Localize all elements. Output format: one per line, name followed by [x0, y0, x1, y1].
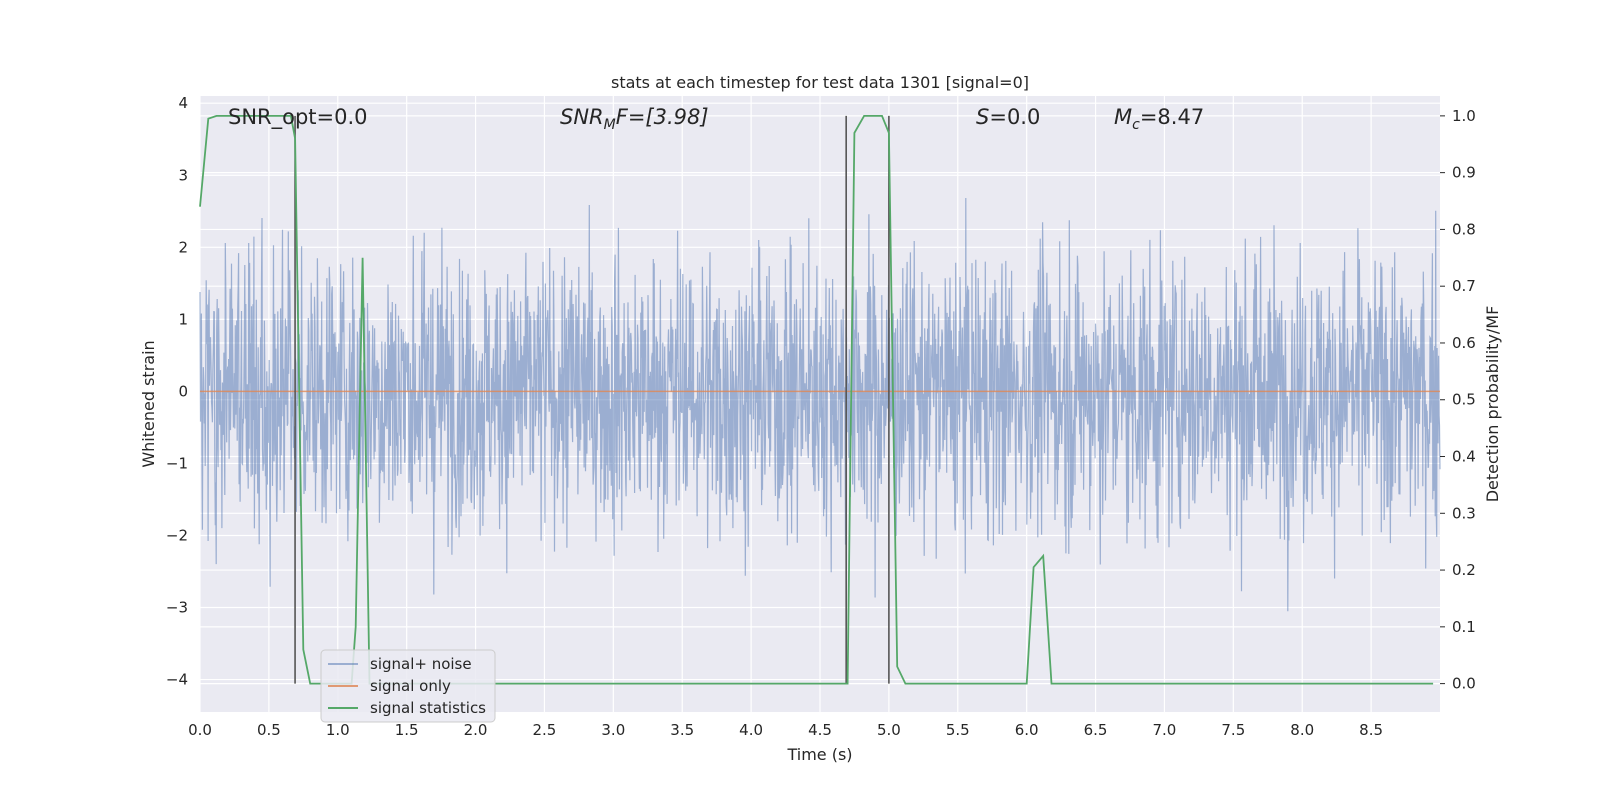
x-tick-label: 7.5: [1221, 721, 1245, 739]
snr-mf-value: F=[3.98]: [616, 105, 709, 129]
y-tick-label: −1: [166, 454, 188, 472]
x-tick-label: 7.0: [1153, 721, 1177, 739]
y2-tick-label: 0.6: [1452, 334, 1476, 352]
annotation-snr-opt: SNR_opt=0.0: [228, 105, 368, 130]
chart-title: stats at each timestep for test data 130…: [611, 73, 1029, 92]
x-tick-label: 8.0: [1290, 721, 1314, 739]
x-tick-label: 6.5: [1084, 721, 1108, 739]
y-tick-label: 0: [178, 382, 188, 400]
y2-tick-label: 0.7: [1452, 277, 1476, 295]
mc-symbol: M: [1114, 105, 1132, 129]
y-tick-label: 1: [178, 310, 188, 328]
snr-mf-subscript: M: [604, 117, 616, 133]
x-tick-label: 3.5: [670, 721, 694, 739]
y-tick-label: 2: [178, 238, 188, 256]
y-axis-label-right: Detection probability/MF: [1483, 306, 1502, 503]
mc-value: =8.47: [1140, 105, 1204, 129]
annotation-s: S=0.0: [976, 105, 1040, 129]
x-tick-label: 5.5: [946, 721, 970, 739]
y2-tick-label: 0.4: [1452, 448, 1476, 466]
legend-label-stats: signal statistics: [370, 699, 486, 717]
s-value: =0.0: [989, 105, 1040, 129]
series-signal-plus-noise: [199, 197, 1441, 612]
x-tick-label: 0.0: [188, 721, 212, 739]
x-tick-label: 5.0: [877, 721, 901, 739]
y2-tick-label: 0.9: [1452, 164, 1476, 182]
x-axis-label: Time (s): [786, 745, 852, 764]
mc-subscript: c: [1132, 117, 1140, 133]
legend-label-noise: signal+ noise: [370, 655, 472, 673]
y-axis-ticks-right: 1.0 0.9 0.8 0.7 0.6 0.5 0.4 0.3 0.2 0.1 0.0: [1440, 107, 1476, 693]
y2-tick-label: 0.2: [1452, 561, 1476, 579]
legend: signal+ noise signal only signal statist…: [320, 649, 496, 723]
x-axis-ticks: 0.0 0.5 1.0 1.5 2.0 2.5 3.0 3.5 4.0 4.5 5.0 5.5 6.0 6…: [188, 721, 1383, 739]
annotation-mc: Mc=8.47: [1114, 105, 1204, 133]
annotation-snr-mf: SNRMF=[3.98]: [560, 105, 709, 133]
y2-tick-label: 0.3: [1452, 504, 1476, 522]
x-tick-label: 4.0: [739, 721, 763, 739]
y-tick-label: −2: [166, 526, 188, 544]
legend-label-signal: signal only: [370, 677, 451, 695]
y-axis-ticks-left: 4 3 2 1 0 −1 −2 −3 −4: [166, 94, 188, 688]
y-tick-label: 4: [178, 94, 188, 112]
y-tick-label: −3: [166, 599, 188, 617]
y2-tick-label: 1.0: [1452, 107, 1476, 125]
detection-markers: [294, 115, 890, 684]
x-tick-label: 4.5: [808, 721, 832, 739]
y-tick-label: 3: [178, 166, 188, 184]
y2-tick-label: 0.0: [1452, 675, 1476, 693]
x-tick-label: 2.5: [533, 721, 557, 739]
x-tick-label: 3.0: [601, 721, 625, 739]
y2-tick-label: 0.8: [1452, 220, 1476, 238]
snr-mf-symbol: SNR: [560, 105, 604, 129]
x-tick-label: 0.5: [257, 721, 281, 739]
legend-box: [320, 649, 496, 723]
x-tick-label: 6.0: [1015, 721, 1039, 739]
s-symbol: S: [976, 105, 989, 129]
y2-tick-label: 0.1: [1452, 618, 1476, 636]
noise-trace: [199, 197, 1441, 612]
y-tick-label: −4: [166, 671, 188, 689]
y-axis-label: Whitened strain: [139, 340, 158, 467]
y2-tick-label: 0.5: [1452, 391, 1476, 409]
x-tick-label: 1.0: [326, 721, 350, 739]
x-tick-label: 1.5: [395, 721, 419, 739]
x-tick-label: 8.5: [1359, 721, 1383, 739]
x-tick-label: 2.0: [464, 721, 488, 739]
